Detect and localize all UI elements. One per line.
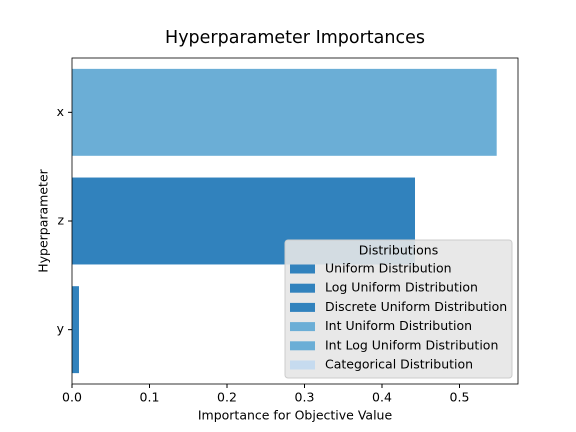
x-tick-label: 0.3 <box>295 390 315 405</box>
legend-label: Log Uniform Distribution <box>325 280 478 295</box>
chart-title: Hyperparameter Importances <box>165 28 425 48</box>
x-tick-label: 0.5 <box>450 390 470 405</box>
legend-title: Distributions <box>359 243 438 258</box>
legend-swatch <box>290 302 315 312</box>
legend-box <box>284 239 513 379</box>
y-axis-label: Hyperparameter <box>36 168 51 272</box>
bar <box>72 286 79 374</box>
y-tick-label: z <box>57 213 64 228</box>
y-tick-label: y <box>57 321 65 336</box>
legend-label: Categorical Distribution <box>325 357 473 372</box>
legend-label: Uniform Distribution <box>325 261 452 276</box>
legend-swatch <box>290 264 315 274</box>
legend-label: Int Uniform Distribution <box>325 318 472 333</box>
legend-swatch <box>290 360 315 370</box>
legend-label: Int Log Uniform Distribution <box>325 337 498 352</box>
legend-label: Discrete Uniform Distribution <box>325 299 507 314</box>
x-axis-label: Importance for Objective Value <box>198 408 393 423</box>
legend-swatch <box>290 322 315 332</box>
x-tick-label: 0.4 <box>372 390 392 405</box>
x-tick-label: 0.2 <box>217 390 237 405</box>
x-tick-label: 0.1 <box>140 390 160 405</box>
x-tick-label: 0.0 <box>62 390 82 405</box>
legend-swatch <box>290 341 315 351</box>
legend-swatch <box>290 283 315 293</box>
bar <box>72 68 497 156</box>
y-tick-label: x <box>57 104 64 119</box>
axes-frame <box>71 57 519 385</box>
